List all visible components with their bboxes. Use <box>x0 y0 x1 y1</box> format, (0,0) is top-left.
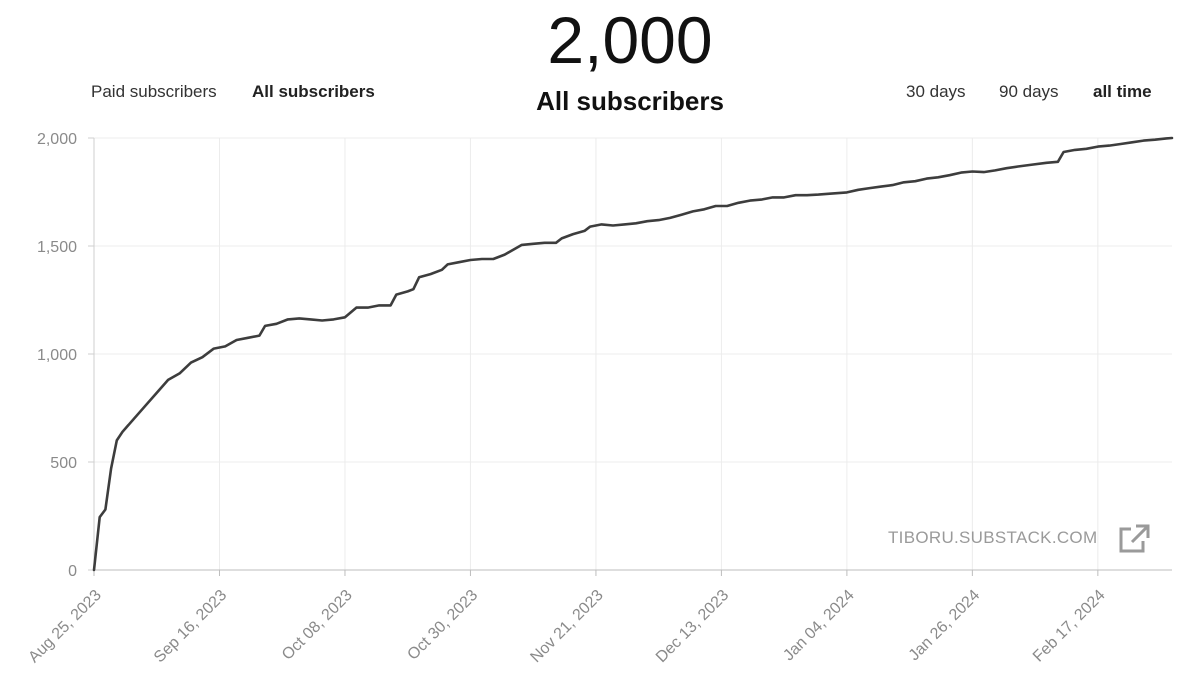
x-tick-label: Jan 26, 2024 <box>906 587 984 665</box>
y-axis-ticks: 0 500 1,000 1,500 2,000 <box>37 131 94 580</box>
total-subscribers-number: 2,000 <box>547 3 713 77</box>
x-tick-label: Jan 04, 2024 <box>780 587 858 665</box>
y-tick-label: 500 <box>50 455 77 472</box>
range-30-days-button[interactable]: 30 days <box>906 82 966 101</box>
x-axis-ticks: Aug 25, 2023 Sep 16, 2023 Oct 08, 2023 Oct … <box>25 570 1109 666</box>
external-link-icon[interactable] <box>1117 523 1151 555</box>
all-subscribers-tab[interactable]: All subscribers <box>252 82 375 101</box>
x-tick-label: Dec 13, 2023 <box>653 587 732 666</box>
paid-subscribers-tab[interactable]: Paid subscribers <box>91 82 217 101</box>
y-tick-label: 1,500 <box>37 239 77 256</box>
x-tick-label: Feb 17, 2024 <box>1030 587 1109 666</box>
x-tick-label: Sep 16, 2023 <box>151 587 230 666</box>
series-line <box>92 136 1174 572</box>
x-tick-label: Nov 21, 2023 <box>527 587 606 666</box>
x-tick-label: Aug 25, 2023 <box>25 587 104 666</box>
substack-watermark-link[interactable]: TIBORU.SUBSTACK.COM <box>888 528 1098 547</box>
y-tick-label: 1,000 <box>37 347 77 364</box>
chart-grid <box>93 137 1172 570</box>
x-tick-label: Oct 08, 2023 <box>279 587 356 664</box>
y-tick-label: 0 <box>68 563 77 580</box>
chart-series <box>92 136 1174 572</box>
x-tick-label: Oct 30, 2023 <box>404 587 481 664</box>
y-tick-label: 2,000 <box>37 131 77 148</box>
range-90-days-button[interactable]: 90 days <box>999 82 1059 101</box>
range-all-time-button[interactable]: all time <box>1093 82 1152 101</box>
chart-title: All subscribers <box>536 86 724 116</box>
